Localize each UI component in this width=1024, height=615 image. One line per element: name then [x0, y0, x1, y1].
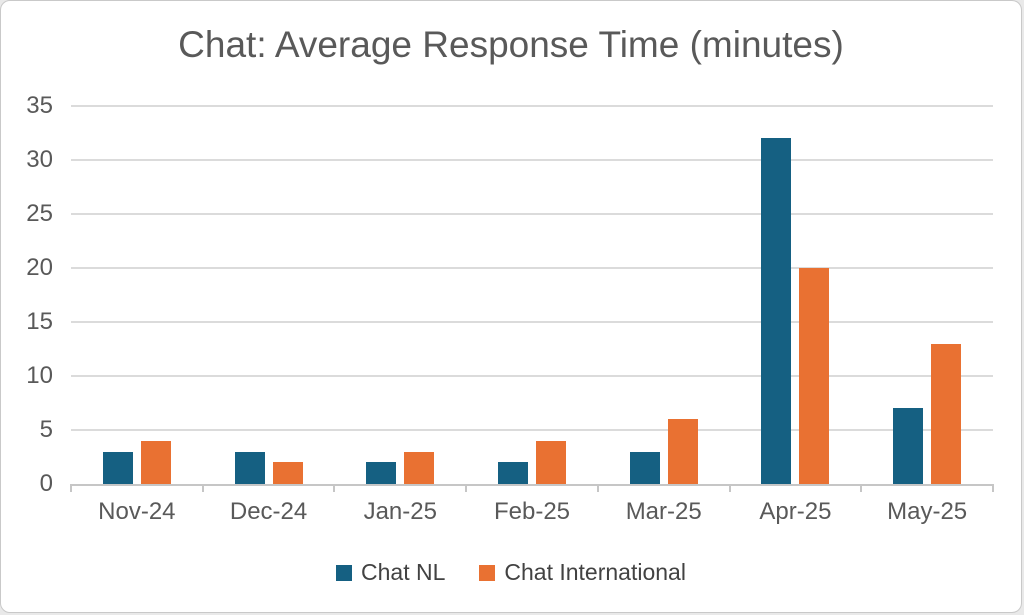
bar-chat-international-jan-25	[404, 451, 435, 484]
x-category-label: Feb-25	[493, 498, 571, 525]
legend-label: Chat NL	[361, 559, 446, 585]
x-category-label: Nov-24	[98, 498, 176, 525]
x-axis-tick	[70, 484, 72, 492]
gridline	[71, 321, 993, 323]
bar-chat-international-nov-24	[140, 440, 171, 484]
bar-chat-nl-apr-25	[761, 138, 792, 484]
bar-chat-nl-nov-24	[102, 451, 133, 484]
x-axis-tick	[333, 484, 336, 492]
y-tick-label: 0	[39, 470, 53, 497]
gridline	[71, 429, 993, 431]
gridline	[71, 105, 993, 107]
gridline	[71, 375, 993, 377]
x-category-label: Dec-24	[229, 498, 308, 525]
bar-chat-international-apr-25	[799, 268, 830, 484]
y-tick-label: 30	[26, 146, 53, 173]
bar-chat-nl-may-25	[893, 408, 924, 484]
x-category-label: Apr-25	[759, 498, 832, 525]
legend-item: Chat International	[479, 559, 686, 586]
legend-swatch	[336, 564, 353, 581]
plot-area	[70, 105, 994, 492]
gridline	[71, 213, 993, 215]
legend-item: Chat NL	[336, 559, 445, 586]
bar-chat-international-may-25	[931, 343, 962, 484]
gridline	[71, 267, 993, 269]
bar-chat-nl-feb-25	[498, 462, 528, 484]
x-axis-tick	[465, 484, 468, 492]
bar-chat-international-dec-24	[272, 462, 303, 484]
y-tick-label: 5	[39, 416, 53, 443]
x-category-label: Jan-25	[363, 498, 437, 525]
bar-chat-international-feb-25	[536, 440, 566, 484]
y-tick-label: 20	[26, 254, 53, 281]
bar-chat-nl-dec-24	[234, 451, 265, 484]
x-axis-tick	[992, 484, 994, 492]
x-axis-tick	[860, 484, 863, 492]
chart-title: Chat: Average Response Time (minutes)	[178, 24, 844, 65]
x-category-label: Mar-25	[625, 498, 702, 525]
legend: Chat NL Chat International	[1, 559, 1021, 586]
bar-chat-international-mar-25	[667, 419, 698, 484]
x-category-label: May-25	[887, 498, 968, 525]
x-axis-tick	[596, 484, 599, 492]
gridline	[71, 159, 993, 161]
y-tick-label: 25	[26, 200, 53, 227]
x-axis-tick	[728, 484, 731, 492]
legend-swatch	[479, 564, 496, 581]
x-axis-tick	[201, 484, 204, 492]
y-tick-label: 35	[26, 92, 53, 119]
y-tick-label: 10	[26, 362, 53, 389]
y-tick-label: 15	[26, 308, 53, 335]
legend-label: Chat International	[504, 559, 686, 585]
bar-chat-nl-jan-25	[366, 462, 397, 484]
bar-chat-nl-mar-25	[629, 451, 660, 484]
